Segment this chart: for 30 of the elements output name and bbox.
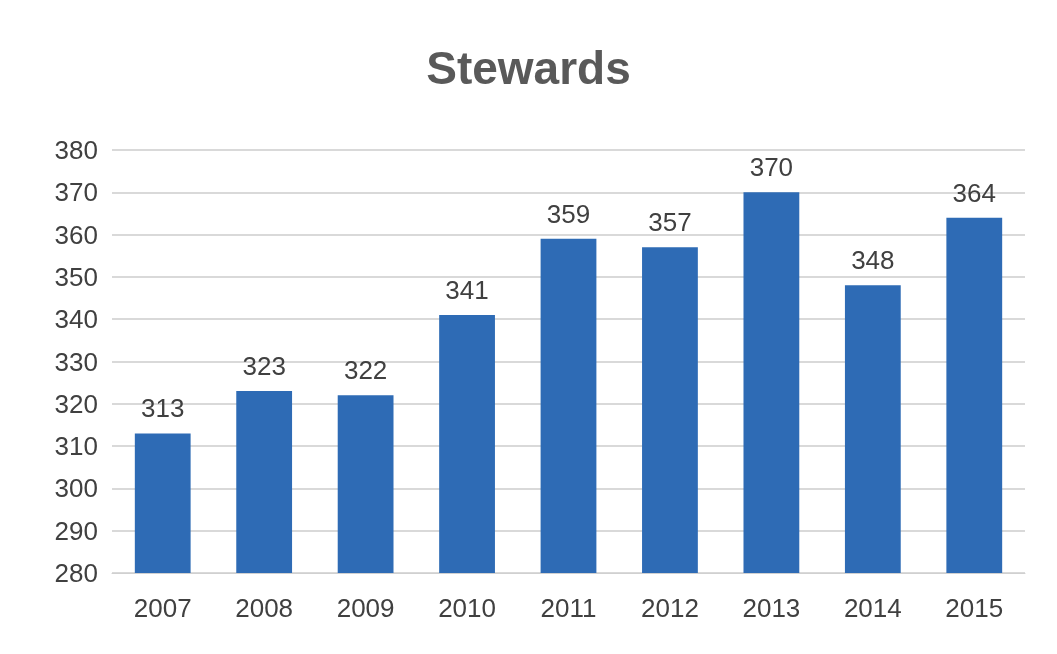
x-tick-label: 2009: [336, 593, 395, 623]
y-tick-label: 330: [54, 346, 98, 377]
data-label: 348: [851, 245, 895, 276]
x-tick-label: 2011: [540, 593, 597, 623]
data-label: 323: [242, 351, 286, 382]
chart-title: Stewards: [426, 42, 631, 94]
y-tick-label: 310: [54, 431, 98, 462]
y-tick-label: 360: [54, 219, 98, 250]
y-tick-label: 300: [54, 473, 98, 504]
data-label: 357: [648, 207, 692, 238]
x-tick-label: 2013: [742, 593, 801, 623]
x-tick-label: 2014: [843, 593, 902, 623]
y-tick-label: 280: [54, 558, 98, 588]
data-label: 370: [749, 152, 794, 183]
data-label: 313: [141, 393, 185, 424]
y-tick-label: 350: [54, 261, 98, 292]
y-tick-label: 380: [54, 135, 98, 165]
data-label: 341: [445, 274, 489, 305]
x-tick-label: 2008: [235, 593, 294, 623]
y-tick-label: 320: [54, 388, 98, 419]
y-tick-label: 370: [54, 177, 98, 208]
y-tick-label: 290: [54, 515, 98, 546]
x-tick-label: 2010: [438, 593, 496, 623]
y-tick-label: 340: [54, 304, 98, 335]
x-tick-label: 2007: [133, 593, 192, 623]
data-label: 322: [343, 355, 388, 386]
x-tick-label: 2012: [641, 593, 699, 623]
x-tick-label: 2015: [945, 593, 1004, 623]
data-label: 364: [952, 177, 996, 208]
data-label: 359: [546, 198, 591, 229]
